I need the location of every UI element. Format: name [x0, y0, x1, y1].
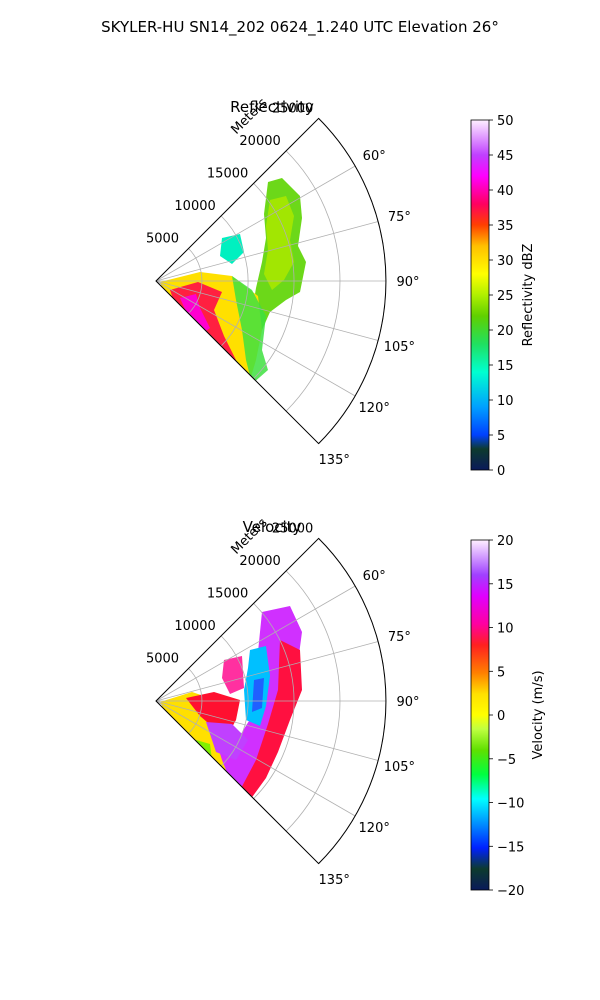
colorbar-tick-label: 10: [497, 394, 514, 409]
colorbar-tick-label: 40: [497, 184, 514, 199]
colorbar-ticks: −20 −15 −10 −5 0 5 10 15 20: [489, 534, 524, 899]
colorbar-label: Reflectivity dBZ: [521, 244, 536, 347]
r-tick-label: 25000: [272, 521, 313, 536]
theta-tick-label: 135°: [319, 873, 350, 888]
colorbar-tick-label: 15: [497, 578, 514, 593]
theta-tick-label: 105°: [384, 340, 415, 355]
theta-tick-label: 90°: [396, 695, 419, 710]
theta-tick-label: 60°: [363, 569, 386, 584]
polar-grid: [155, 117, 387, 445]
colorbar-tick-label: 20: [497, 324, 514, 339]
colorbar-tick-label: 30: [497, 254, 514, 269]
theta-tick-label: 120°: [359, 821, 390, 836]
sector-frame: [155, 537, 387, 865]
echo-small-cell: [220, 234, 244, 264]
theta-tick-label: 75°: [388, 210, 411, 225]
echo-northern-cells-core: [264, 196, 294, 290]
r-tick-label: 25000: [272, 101, 313, 116]
colorbar-scale: [470, 119, 490, 471]
colorbar: −20 −15 −10 −5 0 5 10 15 20 Velocity (m/s): [470, 534, 546, 899]
r-tick-label: 20000: [239, 134, 280, 149]
colorbar-tick-label: 5: [497, 429, 505, 444]
colorbar-tick-label: −20: [497, 884, 524, 899]
colorbar-tick-label: 45: [497, 149, 514, 164]
colorbar-label: Velocity (m/s): [531, 670, 546, 759]
colorbar-tick-label: 20: [497, 534, 514, 549]
colorbar-tick-label: 0: [497, 464, 505, 479]
echo-small-cells: [222, 656, 244, 694]
theta-tick-label: 120°: [359, 401, 390, 416]
colorbar-tick-label: 25: [497, 289, 514, 304]
theta-tick-label: 75°: [388, 630, 411, 645]
theta-grid-line: [155, 221, 379, 282]
figure-title: SKYLER-HU SN14_202 0624_1.240 UTC Elevat…: [101, 18, 499, 37]
r-tick-label: 10000: [174, 619, 215, 634]
r-tick-label: 5000: [146, 232, 179, 247]
r-tick-labels: 5000 10000 15000 20000 25000: [146, 101, 313, 246]
r-tick-labels: 5000 10000 15000 20000 25000: [146, 521, 313, 666]
theta-tick-label: 105°: [384, 760, 415, 775]
panel-title: Reflectivity: [230, 98, 314, 116]
colorbar-tick-label: −15: [497, 840, 524, 855]
echo-main-band-outer: [232, 276, 268, 384]
sector-frame: [155, 117, 387, 445]
colorbar-tick-label: 10: [497, 622, 514, 637]
r-tick-label: 20000: [239, 554, 280, 569]
colorbar-tick-label: −5: [497, 753, 516, 768]
theta-tick-labels: 60° 75° 90° 105° 120° 135°: [319, 149, 420, 468]
echo-outbound-core: [238, 640, 302, 800]
colorbar-ticks: 0 5 10 15 20 25 30 35 40 45 50: [489, 114, 514, 479]
theta-tick-label: 60°: [363, 149, 386, 164]
theta-tick-labels: 60° 75° 90° 105° 120° 135°: [319, 569, 420, 888]
theta-tick-label: 135°: [319, 453, 350, 468]
echo-mid-band: [206, 722, 248, 760]
theta-grid-line: [155, 700, 356, 817]
theta-tick-label: 90°: [396, 275, 419, 290]
theta-grid-line: [155, 280, 379, 341]
colorbar-tick-label: 0: [497, 709, 505, 724]
colorbar-tick-label: 5: [497, 665, 505, 680]
panel-title: Velocity: [243, 518, 302, 536]
r-tick-label: 15000: [207, 586, 248, 601]
colorbar-scale: [470, 539, 490, 891]
r-tick-label: 10000: [174, 199, 215, 214]
echo-inbound-edge: [252, 678, 264, 712]
colorbar-tick-label: 35: [497, 219, 514, 234]
colorbar: 0 5 10 15 20 25 30 35 40 45 50 Reflectivity dBZ: [470, 114, 536, 479]
colorbar-tick-label: 15: [497, 359, 514, 374]
theta-grid-line: [155, 700, 379, 761]
r-tick-label: 5000: [146, 652, 179, 667]
theta-grid-line: [155, 585, 356, 702]
colorbar-tick-label: 50: [497, 114, 514, 129]
r-tick-label: 15000: [207, 166, 248, 181]
theta-grid-line: [155, 165, 356, 282]
colorbar-tick-label: −10: [497, 797, 524, 812]
theta-grid-line: [155, 280, 356, 397]
echo-main-band-peak: [180, 294, 210, 334]
theta-grid-line: [155, 641, 379, 702]
reflectivity-panel: Reflectivity 60° 75° 90° 105° 120° 135° 5000 1…: [146, 95, 536, 479]
velocity-panel: Velocity 60° 75° 90° 105° 120° 135° 5000 10000…: [146, 515, 546, 899]
polar-grid: [155, 537, 387, 865]
